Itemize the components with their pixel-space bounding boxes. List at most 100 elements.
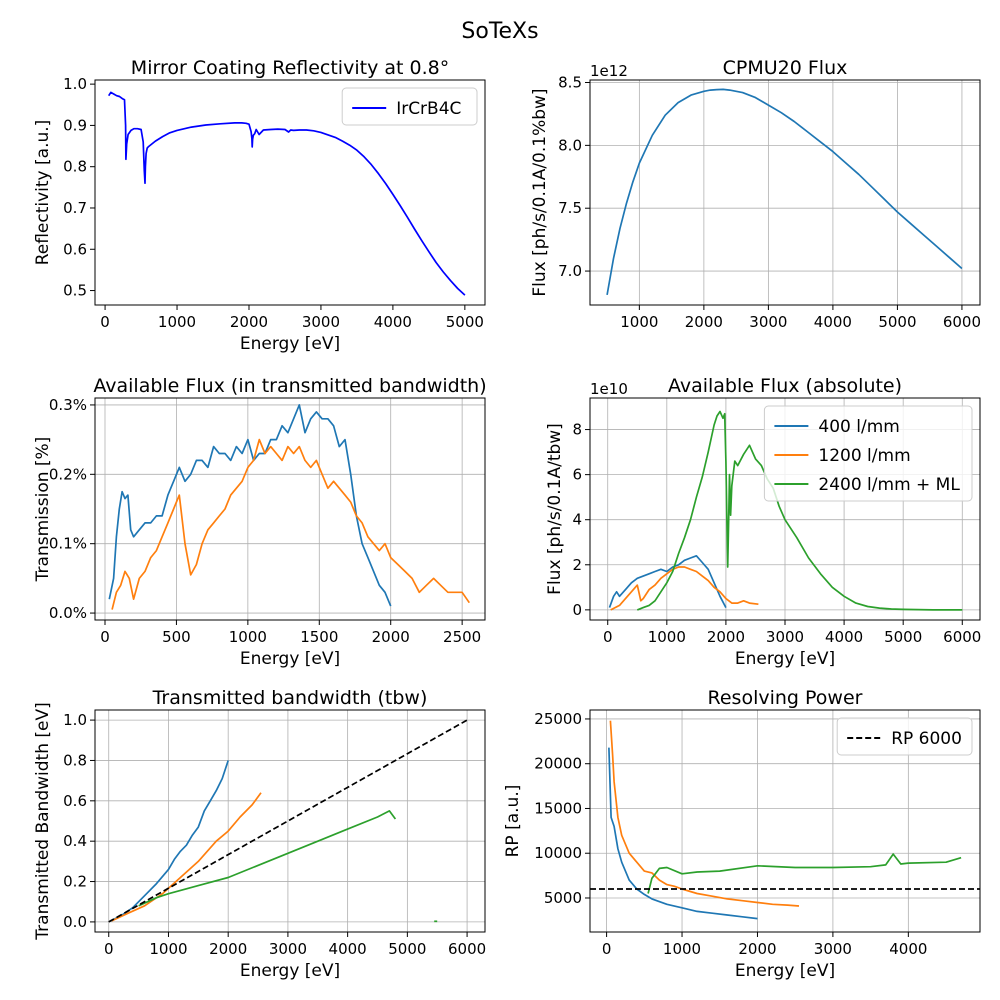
- x-tick-label: 5000: [446, 313, 484, 331]
- x-tick-label: 1000: [648, 628, 686, 646]
- y-tick-label: 0.6: [63, 240, 87, 258]
- figure-title: SoTeXs: [461, 19, 538, 44]
- x-tick-label: 4000: [329, 940, 367, 958]
- y-tick-label: 0: [572, 601, 582, 619]
- y-tick-label: 0.3%: [49, 396, 87, 414]
- x-tick-label: 1500: [300, 628, 338, 646]
- x-tick-label: 0: [104, 940, 114, 958]
- y-axis-label: Flux [ph/s/0.1A/0.1%bw]: [530, 88, 550, 296]
- y-tick-label: 0.1%: [49, 535, 87, 553]
- series-line-rp-2: [647, 853, 962, 894]
- x-tick-label: 4000: [825, 628, 863, 646]
- y-tick-label: 1.0: [63, 711, 87, 729]
- x-tick-label: 6000: [448, 940, 486, 958]
- x-tick-label: 5000: [388, 940, 426, 958]
- y-tick-label: 0.7: [63, 199, 87, 217]
- series-line-rp-0: [608, 747, 758, 920]
- x-axis-label: Energy [eV]: [240, 961, 340, 981]
- series-line-2400-l-mm-ml: [138, 810, 397, 907]
- legend-box: [763, 405, 973, 502]
- y-tick-label: 15000: [534, 799, 582, 817]
- y-tick-label: 0.0: [63, 913, 87, 931]
- x-axis-label: Energy [eV]: [240, 334, 340, 354]
- y-tick-label: 7.0: [558, 262, 582, 280]
- y-axis-label: Transmission [%]: [33, 437, 53, 583]
- x-tick-label: 3000: [302, 313, 340, 331]
- panel-reflectivity: 0 1000 2000 3000 4000 5000 0.5 0.6 0.7 0.8 0.9 1.0 M…: [33, 57, 486, 354]
- series-line-1200-l-mm: [610, 566, 759, 611]
- panel-cpmu: 1000 2000 3000 4000 5000 6000 7.0 7.5 8.0 8.5 CPMU…: [530, 57, 981, 331]
- series-line-cpmu-0: [606, 88, 963, 296]
- series-line-400-l-mm: [608, 554, 727, 608]
- y-tick-label: 6: [572, 466, 582, 484]
- y-tick-label: 1.0: [63, 75, 87, 93]
- x-tick-label: 4000: [814, 313, 852, 331]
- x-tick-label: 3000: [269, 940, 307, 958]
- series-line-400-l-mm: [110, 760, 230, 922]
- y-tick-label: 0.9: [63, 116, 87, 134]
- legend-label: 400 l/mm: [818, 417, 899, 437]
- y-tick-label: 0.5: [63, 282, 87, 300]
- x-tick-label: 2000: [209, 940, 247, 958]
- y-tick-label: 8: [572, 421, 582, 439]
- series-line-1200-l-mm: [111, 438, 470, 610]
- x-tick-label: 2000: [372, 628, 410, 646]
- y-tick-label: 4: [572, 511, 582, 529]
- y-tick-label: 10000: [534, 844, 582, 862]
- x-tick-label: 2000: [685, 313, 723, 331]
- chart-title: Mirror Coating Reflectivity at 0.8°: [131, 57, 449, 79]
- y-tick-label: 8.5: [558, 74, 582, 92]
- x-axis-label: Energy [eV]: [735, 961, 835, 981]
- x-tick-label: 5000: [884, 628, 922, 646]
- series-line-rp-1: [609, 720, 800, 907]
- x-tick-label: 3000: [749, 313, 787, 331]
- y-tick-label: 25000: [534, 710, 582, 728]
- y-tick-label: 8.0: [558, 136, 582, 154]
- axes-frame: [589, 709, 981, 933]
- y-tick-label: 0.4: [63, 832, 87, 850]
- legend-label: RP 6000: [891, 729, 962, 749]
- x-tick-label: 0: [603, 628, 613, 646]
- y-tick-label: 20000: [534, 755, 582, 773]
- x-tick-label: 6000: [943, 628, 981, 646]
- y-tick-label: 0.2: [63, 873, 87, 891]
- axes-frame: [94, 79, 486, 306]
- y-tick-label: 7.5: [558, 199, 582, 217]
- panel-rp: 0 1000 2000 3000 4000 5000 10000 15000 20000 2500…: [503, 687, 981, 981]
- axis-offset-label: 1e12: [590, 62, 628, 80]
- x-tick-label: 5000: [878, 313, 916, 331]
- x-tick-label: 4000: [889, 940, 927, 958]
- x-tick-label: 2500: [443, 628, 481, 646]
- x-tick-label: 0: [100, 313, 110, 331]
- x-tick-label: 2000: [738, 940, 776, 958]
- x-tick-label: 1000: [229, 628, 267, 646]
- chart-title: Available Flux (in transmitted bandwidth…: [93, 375, 486, 397]
- y-tick-label: 0.0%: [49, 604, 87, 622]
- panel-transmission: 0 500 1000 1500 2000 2500 0.0% 0.1% 0.2% 0.3% Avai…: [33, 375, 487, 669]
- legend-label: 1200 l/mm: [818, 446, 910, 466]
- series-line-400-l-mm: [108, 404, 392, 607]
- x-tick-label: 1000: [663, 940, 701, 958]
- y-tick-label: 2: [572, 556, 582, 574]
- x-tick-label: 500: [162, 628, 191, 646]
- x-axis-label: Energy [eV]: [240, 649, 340, 669]
- y-axis-label: Reflectivity [a.u.]: [33, 120, 53, 266]
- x-tick-label: 2000: [707, 628, 745, 646]
- series-line-tbw-4: [108, 719, 468, 923]
- x-tick-label: 3000: [766, 628, 804, 646]
- x-tick-label: 1000: [158, 313, 196, 331]
- x-tick-label: 1000: [620, 313, 658, 331]
- y-axis-label: Flux [ph/s/0.1A/tbw]: [545, 423, 565, 595]
- x-tick-label: 3000: [814, 940, 852, 958]
- chart-title: Resolving Power: [708, 687, 863, 709]
- chart-title: Available Flux (absolute): [668, 375, 902, 397]
- axes-frame: [589, 79, 981, 306]
- y-tick-label: 0.8: [63, 751, 87, 769]
- y-axis-label: Transmitted Bandwidth [eV]: [33, 702, 53, 940]
- x-tick-label: 0: [100, 628, 110, 646]
- axes-frame: [94, 709, 486, 933]
- y-tick-label: 0.8: [63, 158, 87, 176]
- legend-label: IrCrB4C: [396, 99, 461, 119]
